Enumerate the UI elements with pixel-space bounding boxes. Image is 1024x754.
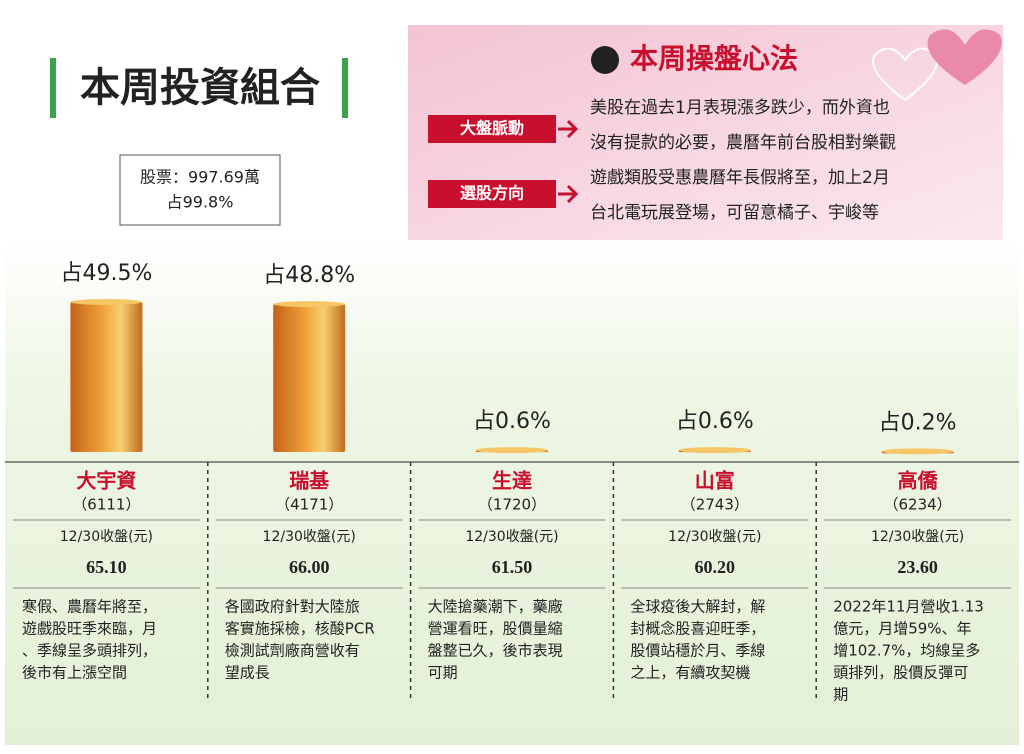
stock-name: 生達 xyxy=(492,469,532,493)
cylinder-cap xyxy=(678,447,751,454)
value-label: 占0.6% xyxy=(676,409,754,434)
description: 增102.7%，均線呈多 xyxy=(833,642,980,660)
tag-label: 大盤脈動 xyxy=(460,119,524,138)
tag-box xyxy=(428,180,556,208)
description: 營運看旺，股價量縮 xyxy=(428,620,563,638)
strategy-icon xyxy=(591,46,619,74)
stock-code: （4171） xyxy=(275,496,343,514)
summary-box xyxy=(119,154,281,226)
description: 、季線呈多頭排列， xyxy=(22,642,157,660)
summary-stocks: 股票：997.69萬 xyxy=(140,168,260,187)
stock-code: （6234） xyxy=(884,496,952,514)
tag-arrow xyxy=(558,119,579,139)
description: 盤整已久，後市表現 xyxy=(428,642,563,660)
description: 之上，有續攻契機 xyxy=(630,664,750,682)
description: 後市有上漲空間 xyxy=(22,664,127,682)
cylinder xyxy=(273,304,346,452)
value-label: 占49.5% xyxy=(60,261,152,286)
cylinder xyxy=(70,302,143,452)
close-label: 12/30收盤(元) xyxy=(465,529,558,545)
close-label: 12/30收盤(元) xyxy=(60,529,153,545)
summary-share: 占99.8% xyxy=(167,193,234,212)
tag-arrow xyxy=(558,184,579,204)
close-label: 12/30收盤(元) xyxy=(871,529,964,545)
description: 頭排列，股價反彈可 xyxy=(833,664,968,682)
description: 可期 xyxy=(428,664,458,682)
description: 億元，月增59%、年 xyxy=(833,620,971,638)
cylinder-cap xyxy=(476,447,548,454)
title-bar xyxy=(342,58,348,118)
strategy-text: 遊戲類股受惠農曆年長假將至，加上2月 xyxy=(590,168,890,188)
stock-name: 瑞基 xyxy=(289,469,330,493)
title-bar xyxy=(50,58,56,118)
stock-name: 大宇資 xyxy=(76,469,136,493)
description: 2022年11月營收1.13 xyxy=(833,598,984,616)
cylinder-cap xyxy=(70,299,143,306)
chart-panel xyxy=(5,240,1019,745)
description: 寒假、農曆年將至， xyxy=(22,598,157,616)
stock-name: 高僑 xyxy=(898,469,939,493)
close-price: 65.10 xyxy=(86,557,127,577)
description: 封概念股喜迎旺季， xyxy=(630,620,765,638)
close-label: 12/30收盤(元) xyxy=(668,529,761,545)
description: 各國政府針對大陸旅 xyxy=(225,598,360,616)
strategy-text: 台北電玩展登場，可留意橘子、宇峻等 xyxy=(590,203,879,223)
stock-code: （2743） xyxy=(681,496,749,514)
close-label: 12/30收盤(元) xyxy=(263,529,356,545)
value-label: 占0.6% xyxy=(473,409,551,434)
close-price: 60.20 xyxy=(695,557,736,577)
strategy-text: 沒有提款的必要，農曆年前台股相對樂觀 xyxy=(590,133,896,153)
description: 股價站穩於月、季線 xyxy=(630,642,765,660)
value-label: 占0.2% xyxy=(879,410,957,435)
title: 本周投資組合 xyxy=(80,65,320,111)
cylinder-cap xyxy=(881,448,954,455)
description: 全球疫後大解封，解 xyxy=(630,598,765,616)
strategy-title: 本周操盤心法 xyxy=(630,42,798,75)
stock-name: 山富 xyxy=(695,469,735,493)
description: 期 xyxy=(833,686,848,704)
strategy-text: 美股在過去1月表現漲多跌少，而外資也 xyxy=(590,98,890,118)
cylinder-cap xyxy=(273,301,346,308)
tag-box xyxy=(428,115,556,143)
description: 檢測試劑廠商營收有 xyxy=(225,642,360,660)
heart-icon xyxy=(927,29,1002,85)
close-price: 66.00 xyxy=(289,557,330,577)
close-price: 23.60 xyxy=(897,557,938,577)
stock-code: （6111） xyxy=(72,496,140,514)
description: 大陸搶藥潮下，藥廠 xyxy=(428,598,563,616)
description: 客實施採檢，核酸PCR xyxy=(225,620,375,638)
description: 望成長 xyxy=(225,664,270,682)
stock-code: （1720） xyxy=(478,496,546,514)
heart-icon xyxy=(872,47,938,102)
tag-label: 選股方向 xyxy=(460,184,524,203)
value-label: 占48.8% xyxy=(263,263,355,288)
close-price: 61.50 xyxy=(492,557,533,577)
description: 遊戲股旺季來臨，月 xyxy=(22,620,157,638)
